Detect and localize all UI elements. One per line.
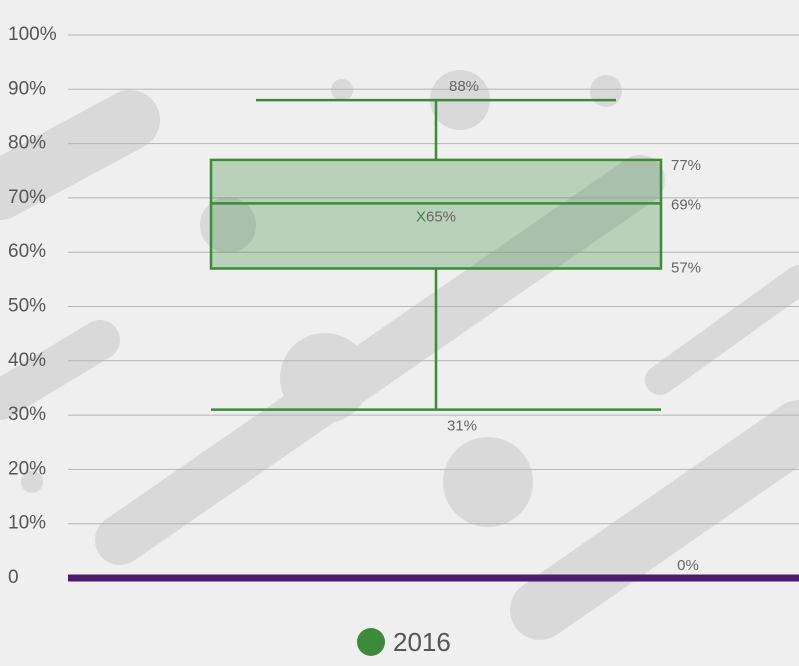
value-label: 31% xyxy=(447,418,477,435)
y-tick-label: 60% xyxy=(8,241,46,262)
y-tick-label: 80% xyxy=(8,133,46,154)
mean-label: X65% xyxy=(416,208,456,225)
value-label: 77% xyxy=(671,157,701,174)
y-tick-label: 30% xyxy=(8,404,46,425)
y-tick-label: 10% xyxy=(8,513,46,534)
legend-marker xyxy=(357,628,385,656)
y-tick-label: 90% xyxy=(8,78,46,99)
mean-value-label: 65% xyxy=(426,208,456,225)
y-tick-label: 0 xyxy=(8,567,19,588)
background-decoration xyxy=(0,70,799,640)
y-tick-label: 40% xyxy=(8,350,46,371)
legend-label: 2016 xyxy=(393,627,451,657)
box xyxy=(209,158,663,270)
value-label: 69% xyxy=(671,196,701,213)
baseline-label: 0% xyxy=(677,557,699,574)
y-tick-label: 50% xyxy=(8,296,46,317)
y-tick-label: 20% xyxy=(8,458,46,479)
mean-marker: X xyxy=(416,208,426,225)
value-label: 88% xyxy=(449,78,479,95)
value-label: 57% xyxy=(671,259,701,276)
y-tick-label: 100% xyxy=(8,24,57,45)
y-tick-label: 70% xyxy=(8,187,46,208)
